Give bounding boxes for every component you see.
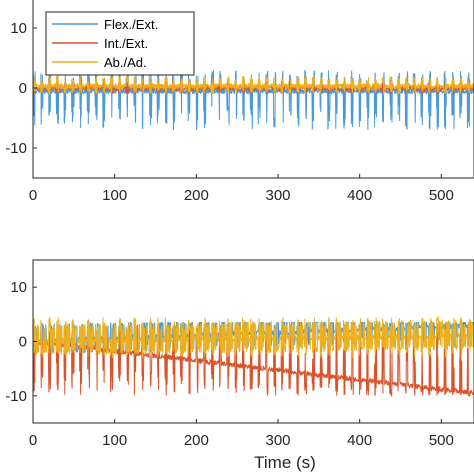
legend-entry: Ab./Ad. — [104, 55, 147, 70]
top-x-tick-label: 400 — [347, 187, 372, 204]
bottom-x-tick-label: 400 — [347, 432, 372, 449]
top-y-ticks: 10 0 -10 — [5, 20, 37, 157]
bottom-plot-area — [33, 315, 474, 398]
legend-entry: Int./Ext. — [104, 36, 148, 51]
top-x-tick-label: 200 — [184, 187, 209, 204]
top-x-tick-label: 300 — [265, 187, 290, 204]
top-series-line-3 — [33, 75, 474, 96]
top-y-tick-label: 10 — [10, 20, 27, 37]
top-x-ticks: 0 100 200 300 400 500 — [29, 174, 454, 204]
bottom-series-line-3 — [33, 315, 474, 359]
top-x-tick-label: 500 — [429, 187, 454, 204]
bottom-axes-frame — [32, 259, 474, 424]
bottom-x-tick-label: 0 — [29, 432, 37, 449]
top-x-tick-label: 0 — [29, 187, 37, 204]
bottom-x-ticks: 0 100 200 300 400 500 — [29, 419, 454, 449]
top-series-line-1 — [33, 69, 474, 130]
top-panel: 0 100 200 300 400 500 100-10 Flex./Ext.Int./E… — [5, 0, 474, 204]
bottom-y-tick-label: 10 — [10, 279, 27, 296]
top-plot-area — [33, 69, 474, 130]
top-x-tick-label: 100 — [102, 187, 127, 204]
bottom-y-tick-label: -10 — [5, 388, 27, 405]
top-axes-frame — [32, 0, 474, 179]
bottom-x-tick-label: 100 — [102, 432, 127, 449]
bottom-y-tick-label: 0 — [19, 334, 27, 351]
legend: Flex./Ext. Int./Ext. Ab./Ad. — [45, 11, 195, 76]
bottom-x-tick-label: 300 — [265, 432, 290, 449]
bottom-panel: 0 100 200 300 400 500 100-10 Time (s) — [5, 259, 474, 472]
bottom-x-tick-label: 200 — [184, 432, 209, 449]
legend-entry: Flex./Ext. — [104, 17, 158, 32]
x-axis-title: Time (s) — [254, 453, 316, 472]
bottom-y-ticks: 10 0 -10 — [5, 279, 37, 405]
bottom-x-tick-label: 500 — [429, 432, 454, 449]
top-y-tick-label: 0 — [19, 80, 27, 97]
top-y-tick-label: -10 — [5, 140, 27, 157]
